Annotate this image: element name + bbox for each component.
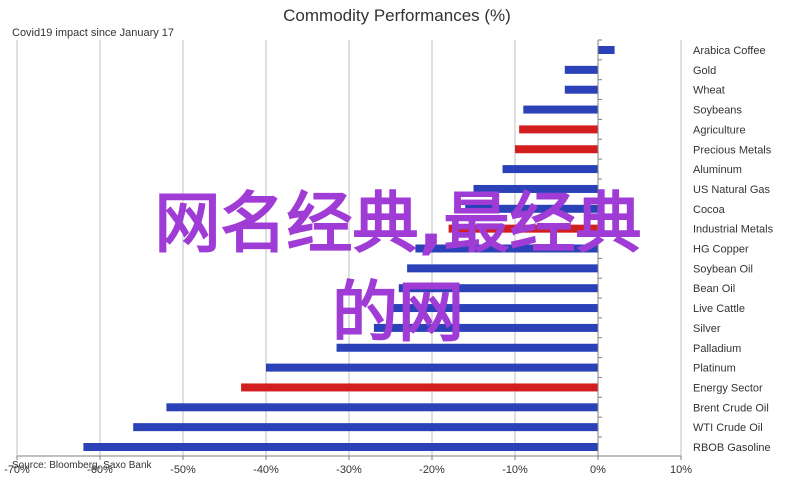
category-label: Agriculture: [693, 124, 746, 136]
x-axis: -70% -60% -50% -40% -30% -20% -10% 0% 10%: [4, 455, 692, 476]
x-tick-label: -40%: [253, 464, 279, 476]
category-label: Live Cattle: [693, 303, 745, 315]
x-tick-label: 10%: [670, 464, 692, 476]
bar: [373, 323, 598, 332]
bar: [473, 184, 598, 193]
bar: [266, 363, 598, 372]
bar: [598, 46, 615, 54]
category-label: Soybean Oil: [693, 263, 753, 275]
bar: [133, 423, 598, 432]
category-label: Silver: [693, 323, 721, 335]
bar: [407, 264, 598, 273]
bar: [166, 403, 598, 412]
x-tick-label: 0%: [590, 464, 606, 476]
category-label: Energy Sector: [693, 382, 763, 394]
category-label: Arabica Coffee: [693, 45, 766, 57]
bar: [241, 383, 598, 392]
bar: [398, 284, 598, 293]
overlay-text-line1: 网名经典,最经典: [154, 185, 641, 262]
x-tick-label: -70%: [4, 464, 30, 476]
x-tick-label: -60%: [87, 464, 113, 476]
category-label: Palladium: [693, 343, 741, 355]
x-tick-label: -20%: [419, 464, 445, 476]
category-label: Cocoa: [693, 204, 726, 216]
bar: [564, 65, 598, 74]
chart-subtitle: Covid19 impact since January 17: [12, 27, 174, 39]
category-label: US Natural Gas: [693, 184, 771, 196]
bar: [415, 244, 598, 253]
category-label: Brent Crude Oil: [693, 402, 769, 414]
bar: [564, 85, 598, 94]
bar: [390, 304, 598, 313]
bar: [83, 443, 598, 451]
bar: [502, 165, 598, 174]
category-label: WTI Crude Oil: [693, 422, 763, 434]
bar: [515, 145, 598, 154]
category-label: Soybeans: [693, 105, 742, 117]
category-label: Industrial Metals: [693, 224, 774, 236]
bar: [519, 125, 598, 134]
bar: [465, 204, 598, 213]
bar: [336, 343, 598, 352]
category-labels: Arabica Coffee Gold Wheat Soybeans Agricultu…: [693, 45, 774, 454]
chart-title: Commodity Performances (%): [283, 6, 511, 25]
x-tick-label: -30%: [336, 464, 362, 476]
category-label: Aluminum: [693, 164, 742, 176]
category-label: HG Copper: [693, 244, 749, 256]
category-label: Gold: [693, 65, 716, 77]
category-label: Platinum: [693, 363, 736, 375]
category-label: Bean Oil: [693, 283, 735, 295]
x-tick-label: -10%: [502, 464, 528, 476]
x-tick-label: -50%: [170, 464, 196, 476]
category-label: Wheat: [693, 85, 725, 97]
bar: [523, 105, 598, 114]
bars: [83, 39, 615, 456]
chart-source: Source: Bloomberg, Saxo Bank: [12, 460, 153, 471]
category-label: RBOB Gasoline: [693, 442, 771, 454]
category-label: Precious Metals: [693, 144, 772, 156]
bar: [448, 224, 598, 233]
overlay-text-line2: 的网: [332, 274, 464, 351]
